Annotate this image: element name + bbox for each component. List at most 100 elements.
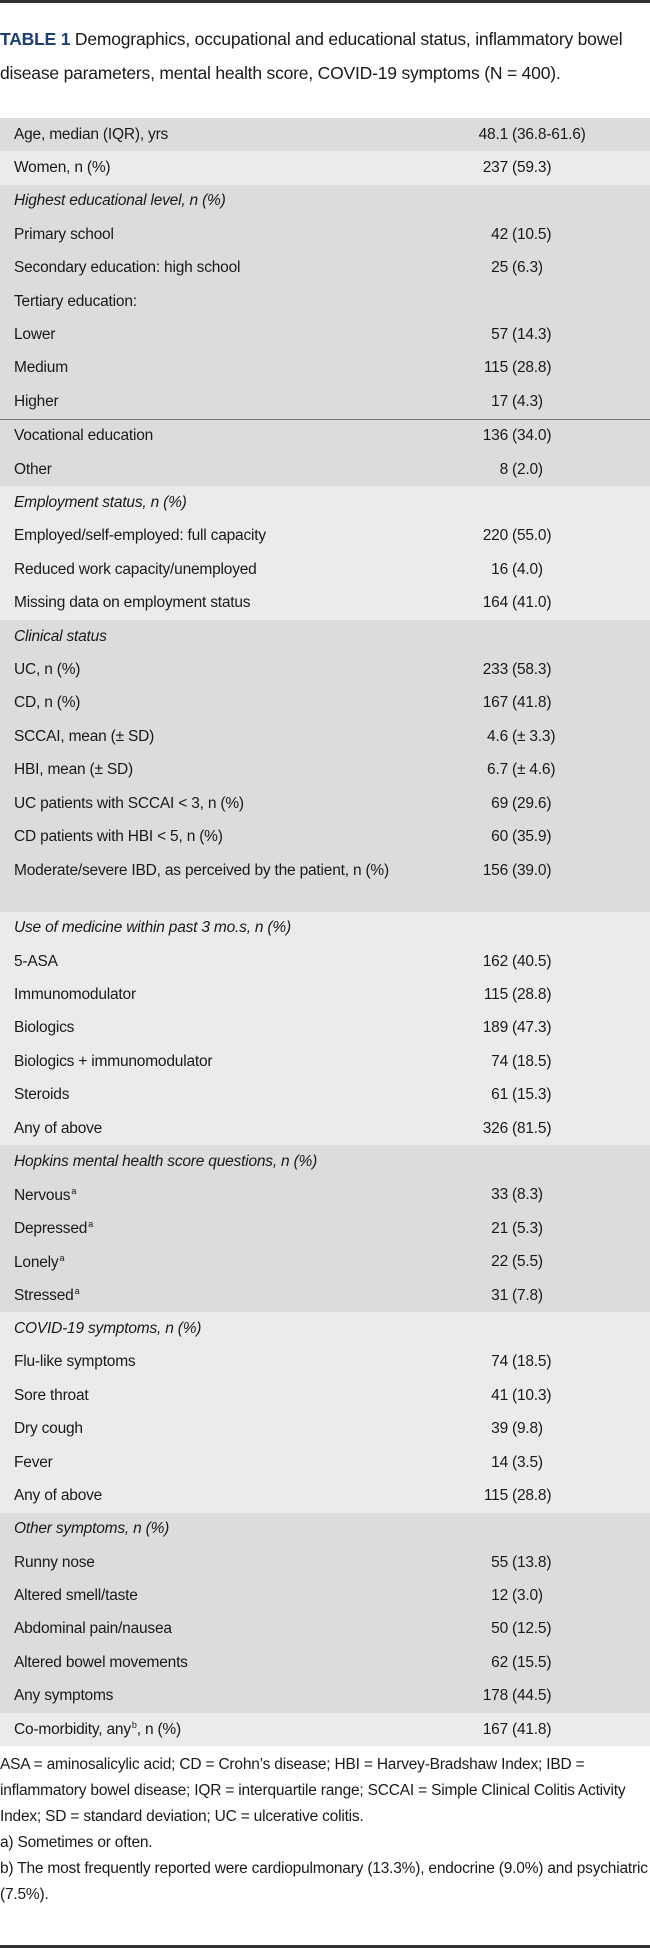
table-row: Lower 57 (14.3) xyxy=(0,318,650,351)
value-count: 167 xyxy=(482,1720,508,1738)
table-row: Moderate/severe IBD, as perceived by the… xyxy=(0,854,650,912)
footnote-a: a) Sometimes or often. xyxy=(0,1834,153,1851)
row-label-text: Fever xyxy=(14,1453,53,1471)
row-label-suffix: , n (%) xyxy=(136,1721,181,1739)
value-count: 41 xyxy=(491,1386,508,1404)
row-label: Employed/self-employed: full capacity xyxy=(0,527,461,545)
value-count: 164 xyxy=(482,594,508,612)
row-label-text: Tertiary education: xyxy=(14,292,137,310)
row-label-text: Missing data on employment status xyxy=(14,594,251,612)
row-label: Use of medicine within past 3 mo.s, n (%… xyxy=(0,919,461,937)
row-label: SCCAI, mean (± SD) xyxy=(0,728,461,746)
row-value: 60 (35.9) xyxy=(461,828,551,846)
table-row: Primary school 42 (10.5) xyxy=(0,218,650,251)
table-row: Sore throat 41 (10.3) xyxy=(0,1379,650,1412)
row-label-text: Lower xyxy=(14,326,56,344)
row-value: 39 (9.8) xyxy=(461,1420,543,1438)
table-row: Co-morbidity, anyb, n (%) 167 (41.8) xyxy=(0,1713,650,1746)
table-section: Age, median (IQR), yrs 48.1 (36.8-61.6) xyxy=(0,118,650,152)
row-label: Any symptoms xyxy=(0,1687,461,1705)
row-value: 115 (28.8) xyxy=(461,986,552,1004)
row-label-text: Other xyxy=(14,460,52,478)
table-row: Altered smell/taste 12 (3.0) xyxy=(0,1579,650,1612)
row-value: 16 (4.0) xyxy=(461,561,543,579)
value-percent: (28.8) xyxy=(512,1486,552,1504)
table-row: Stresseda 31 (7.8) xyxy=(0,1279,650,1312)
row-label-text: Immunomodulator xyxy=(14,986,136,1004)
value-percent: (± 3.3) xyxy=(512,727,556,745)
row-value: 4.6 (± 3.3) xyxy=(461,728,555,746)
row-value: 42 (10.5) xyxy=(461,226,551,244)
row-label: Fever xyxy=(0,1454,461,1472)
table-row: Abdominal pain/nausea 50 (12.5) xyxy=(0,1613,650,1646)
row-label-text: Use of medicine within past 3 mo.s, n (%… xyxy=(14,919,291,937)
table-row: Reduced work capacity/unemployed 16 (4.0) xyxy=(0,553,650,586)
row-label-text: Stressed xyxy=(14,1287,74,1305)
value-count: 12 xyxy=(491,1587,508,1605)
value-percent: (41.8) xyxy=(512,1720,552,1738)
row-label: Steroids xyxy=(0,1086,461,1104)
row-value: 41 (10.3) xyxy=(461,1387,551,1405)
value-count: 115 xyxy=(483,986,508,1004)
value-percent: (41.8) xyxy=(512,694,552,712)
footnote-marker: b xyxy=(131,1720,137,1731)
footnote-marker: a xyxy=(88,1219,93,1230)
row-value: 189 (47.3) xyxy=(461,1019,552,1037)
value-percent: (29.6) xyxy=(512,794,552,812)
table-row: Biologics 189 (47.3) xyxy=(0,1012,650,1045)
row-label: Altered smell/taste xyxy=(0,1587,461,1605)
row-value: 164 (41.0) xyxy=(461,594,552,612)
row-label: Employment status, n (%) xyxy=(0,494,461,512)
row-value: 74 (18.5) xyxy=(461,1053,551,1071)
value-count: 57 xyxy=(491,326,508,344)
value-count: 61 xyxy=(491,1086,508,1104)
value-count: 50 xyxy=(491,1620,508,1638)
row-label: Biologics + immunomodulator xyxy=(0,1053,461,1071)
table-row: Secondary education: high school 25 (6.3) xyxy=(0,252,650,285)
value-percent: (44.5) xyxy=(512,1687,552,1705)
table-row: UC, n (%) 233 (58.3) xyxy=(0,653,650,686)
row-label-text: HBI, mean (± SD) xyxy=(14,761,133,779)
table-row: Any of above 326 (81.5) xyxy=(0,1112,650,1145)
table-row: Flu-like symptoms 74 (18.5) xyxy=(0,1346,650,1379)
row-label: Any of above xyxy=(0,1120,461,1138)
row-label: CD, n (%) xyxy=(0,694,461,712)
row-label-text: Employment status, n (%) xyxy=(14,493,187,511)
table-row: Nervousa 33 (8.3) xyxy=(0,1179,650,1212)
table-section: Women, n (%) 237 (59.3) xyxy=(0,151,650,185)
value-count: 25 xyxy=(491,259,508,277)
value-count: 16 xyxy=(491,560,508,578)
row-label: Clinical status xyxy=(0,628,461,646)
row-value: 69 (29.6) xyxy=(461,795,551,813)
value-count: 42 xyxy=(491,225,508,243)
row-value: 115 (28.8) xyxy=(461,359,552,377)
row-label-text: Any of above xyxy=(14,1119,103,1137)
table-row: Other 8 (2.0) xyxy=(0,453,650,486)
table-row: Altered bowel movements 62 (15.5) xyxy=(0,1646,650,1679)
row-value: 33 (8.3) xyxy=(461,1186,543,1204)
value-count: 115 xyxy=(483,1486,508,1504)
row-label: Age, median (IQR), yrs xyxy=(0,126,461,144)
row-value: 14 (3.5) xyxy=(461,1454,543,1472)
section-header-row: Clinical status xyxy=(0,620,650,653)
row-value: 162 (40.5) xyxy=(461,953,552,971)
table-row: Lonelya 22 (5.5) xyxy=(0,1246,650,1279)
value-count: 60 xyxy=(491,827,508,845)
data-table: Age, median (IQR), yrs 48.1 (36.8-61.6) Wom… xyxy=(0,118,650,1747)
value-percent: (5.3) xyxy=(512,1219,543,1237)
row-value: 50 (12.5) xyxy=(461,1620,551,1638)
row-value: 17 (4.3) xyxy=(461,393,543,411)
table-section: Other symptoms, n (%) Runny nose 55 (13.8) A… xyxy=(0,1512,650,1713)
bottom-rule xyxy=(0,1945,650,1948)
row-value: 167 (41.8) xyxy=(461,1720,552,1739)
value-count: 74 xyxy=(491,1052,508,1070)
row-value: 61 (15.3) xyxy=(461,1086,551,1104)
value-count: 4.6 xyxy=(487,727,508,745)
row-label: Biologics xyxy=(0,1019,461,1037)
abbreviations-note: ASA = aminosalicylic acid; CD = Crohn’s … xyxy=(0,1756,626,1825)
table-row: Any of above 115 (28.8) xyxy=(0,1479,650,1512)
row-value: 326 (81.5) xyxy=(461,1120,552,1138)
row-value: 55 (13.8) xyxy=(461,1554,551,1572)
row-value: 62 (15.5) xyxy=(461,1654,551,1672)
table-section: Clinical status UC, n (%) 233 (58.3) CD, n (… xyxy=(0,619,650,912)
